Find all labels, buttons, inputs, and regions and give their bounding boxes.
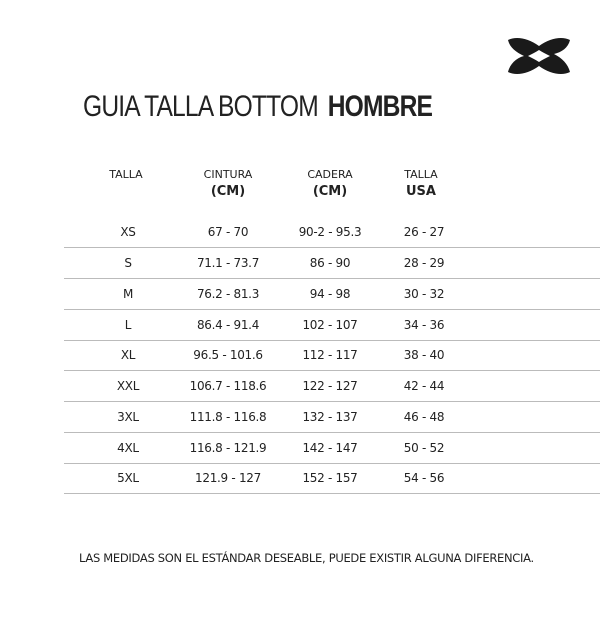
table-cell: 112 - 117: [302, 348, 358, 362]
header-talla: TALLA: [104, 168, 148, 182]
table-cell: 132 - 137: [302, 410, 358, 424]
table-cell: 26 - 27: [403, 225, 445, 239]
table-cell: 111.8 - 116.8: [189, 410, 267, 424]
table-cell: L: [124, 318, 132, 332]
table-cell: 71.1 - 73.7: [196, 256, 260, 270]
row-divider: [64, 370, 600, 371]
table-cell: 102 - 107: [302, 318, 358, 332]
table-cell: 76.2 - 81.3: [196, 287, 260, 301]
row-divider: [64, 278, 600, 279]
table-row: XS 67 - 70 90-2 - 95.3 26 - 27: [64, 217, 600, 248]
table-cell: XXL: [116, 379, 140, 393]
table-cell: 106.7 - 118.6: [189, 379, 267, 393]
row-divider: [64, 309, 600, 310]
table-row: 4XL 116.8 - 121.9 142 - 147 50 - 52: [64, 433, 600, 464]
table-cell: 30 - 32: [403, 287, 445, 301]
table-cell: 94 - 98: [309, 287, 351, 301]
table-cell: 86.4 - 91.4: [196, 318, 260, 332]
header-label: CADERA: [307, 168, 353, 181]
table-row: M 76.2 - 81.3 94 - 98 30 - 32: [64, 279, 600, 310]
header-unit: (CM): [210, 184, 246, 199]
table-cell: 34 - 36: [403, 318, 445, 332]
table-cell: 54 - 56: [403, 471, 445, 485]
table-cell: 42 - 44: [403, 379, 445, 393]
title-light: GUIA TALLA BOTTOM: [83, 90, 319, 123]
table-cell: 90-2 - 95.3: [298, 225, 362, 239]
row-divider: [64, 432, 600, 433]
table-cell: XL: [120, 348, 136, 362]
table-row: XL 96.5 - 101.6 112 - 117 38 - 40: [64, 340, 600, 371]
table-cell: XS: [120, 225, 136, 239]
table-cell: 46 - 48: [403, 410, 445, 424]
row-divider: [64, 340, 600, 341]
table-cell: M: [122, 287, 134, 301]
table-cell: 86 - 90: [309, 256, 351, 270]
title-bold: HOMBRE: [327, 90, 433, 123]
row-divider: [64, 463, 600, 464]
table-cell: 142 - 147: [302, 441, 358, 455]
table-cell: 3XL: [117, 410, 139, 424]
table-row: L 86.4 - 91.4 102 - 107 34 - 36: [64, 310, 600, 341]
table-row: XXL 106.7 - 118.6 122 - 127 42 - 44: [64, 371, 600, 402]
header-label: TALLA: [404, 168, 438, 181]
header-cintura: CINTURA (CM): [188, 168, 268, 199]
header-label: TALLA: [109, 168, 143, 181]
table-cell: 50 - 52: [403, 441, 445, 455]
disclaimer-note: LAS MEDIDAS SON EL ESTÁNDAR DESEABLE, PU…: [79, 551, 534, 565]
table-cell: 28 - 29: [403, 256, 445, 270]
page-title: GUIA TALLA BOTTOM HOMBRE: [83, 90, 433, 124]
header-label: CINTURA: [203, 168, 253, 181]
table-cell: 4XL: [117, 441, 139, 455]
table-cell: 152 - 157: [302, 471, 358, 485]
table-cell: 67 - 70: [207, 225, 249, 239]
header-unit: (CM): [312, 184, 348, 199]
row-divider: [64, 493, 600, 494]
row-divider: [64, 247, 600, 248]
table-row: 5XL 121.9 - 127 152 - 157 54 - 56: [64, 463, 600, 494]
table-cell: 5XL: [117, 471, 139, 485]
table-cell: 96.5 - 101.6: [193, 348, 263, 362]
row-divider: [64, 401, 600, 402]
header-unit: USA: [406, 184, 436, 199]
table-cell: 122 - 127: [302, 379, 358, 393]
table-row: 3XL 111.8 - 116.8 132 - 137 46 - 48: [64, 402, 600, 433]
table-row: S 71.1 - 73.7 86 - 90 28 - 29: [64, 248, 600, 279]
header-usa: TALLA USA: [394, 168, 448, 199]
table-cell: 121.9 - 127: [195, 471, 261, 485]
table-cell: 116.8 - 121.9: [189, 441, 267, 455]
table-cell: 38 - 40: [403, 348, 445, 362]
under-armour-logo: [508, 38, 570, 74]
table-cell: S: [124, 256, 132, 270]
header-cadera: CADERA (CM): [290, 168, 370, 199]
